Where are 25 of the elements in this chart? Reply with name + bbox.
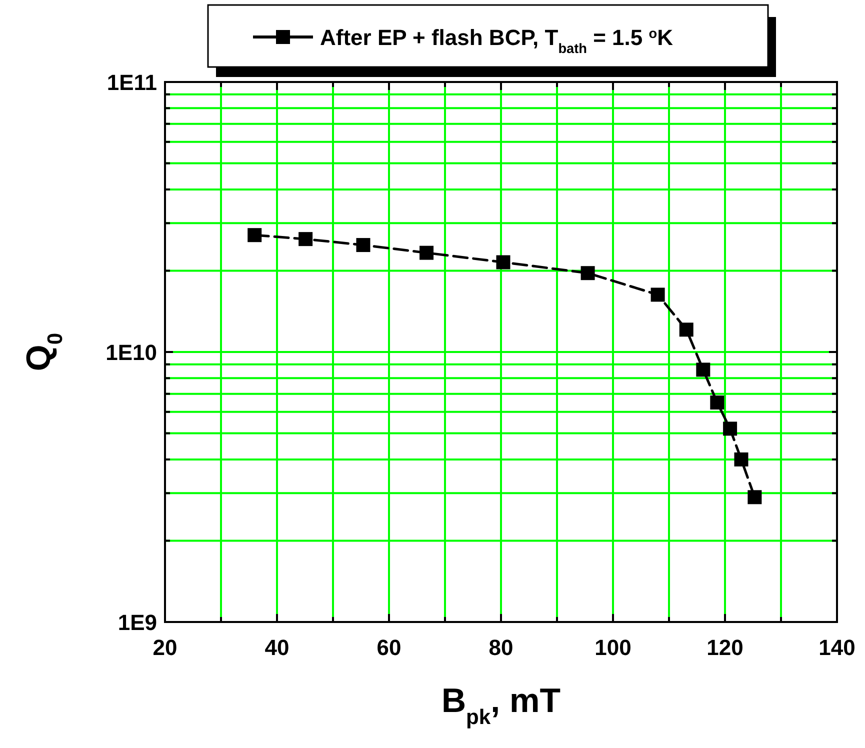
y-tick-label: 1E10 bbox=[106, 340, 157, 365]
x-tick-label: 20 bbox=[152, 635, 178, 660]
point bbox=[710, 396, 724, 410]
point bbox=[496, 255, 510, 270]
x-tick-label: 120 bbox=[706, 635, 744, 660]
point bbox=[723, 422, 738, 436]
point bbox=[734, 452, 748, 466]
point bbox=[650, 288, 665, 302]
x-tick-label: 60 bbox=[376, 635, 402, 660]
point bbox=[696, 362, 710, 377]
y-tick-label: 1E11 bbox=[106, 70, 157, 95]
point bbox=[248, 228, 262, 242]
x-tick-label: 40 bbox=[264, 635, 290, 660]
y-tick-label: 1E9 bbox=[118, 610, 157, 635]
legend-label: After EP + flash BCP, T$_{bath}$ = 1.5 $^{o}$K bbox=[320, 25, 674, 56]
point bbox=[298, 232, 313, 246]
point bbox=[420, 246, 434, 260]
x-axis-title: B$_{pk}$, mT bbox=[441, 682, 561, 728]
point bbox=[679, 322, 694, 337]
x-tick-label: 80 bbox=[488, 635, 514, 660]
x-tick-label: 100 bbox=[594, 635, 632, 660]
point bbox=[356, 238, 370, 252]
point bbox=[580, 266, 595, 280]
x-tick-label: 140 bbox=[818, 635, 856, 660]
point bbox=[748, 490, 762, 504]
